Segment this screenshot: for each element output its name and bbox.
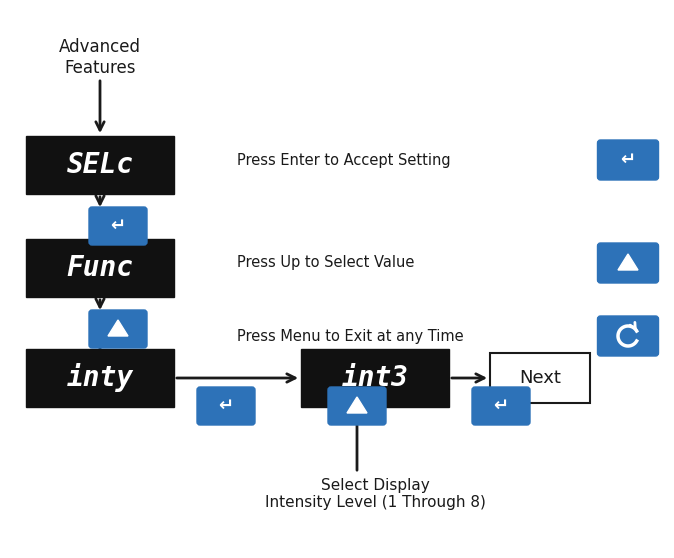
FancyBboxPatch shape (597, 316, 658, 356)
Text: ↵: ↵ (493, 397, 509, 415)
FancyBboxPatch shape (89, 310, 147, 348)
Polygon shape (347, 397, 367, 413)
Text: Press Up to Select Value: Press Up to Select Value (237, 256, 415, 271)
Text: inty: inty (67, 363, 133, 392)
FancyBboxPatch shape (490, 353, 590, 403)
FancyBboxPatch shape (197, 387, 255, 425)
Text: Select Display
Intensity Level (1 Through 8): Select Display Intensity Level (1 Throug… (265, 478, 485, 511)
Text: Next: Next (519, 369, 561, 387)
FancyBboxPatch shape (89, 207, 147, 245)
Text: SELc: SELc (67, 151, 133, 179)
Text: Press Enter to Accept Setting: Press Enter to Accept Setting (237, 152, 451, 167)
FancyBboxPatch shape (26, 349, 174, 407)
Text: ↵: ↵ (621, 151, 636, 169)
Text: Advanced
Features: Advanced Features (59, 38, 141, 77)
FancyBboxPatch shape (26, 136, 174, 194)
FancyBboxPatch shape (301, 349, 449, 407)
Text: int3: int3 (342, 364, 408, 392)
FancyBboxPatch shape (472, 387, 530, 425)
Text: ↵: ↵ (111, 217, 125, 235)
FancyBboxPatch shape (597, 140, 658, 180)
Polygon shape (108, 320, 128, 336)
FancyBboxPatch shape (26, 239, 174, 297)
FancyBboxPatch shape (597, 243, 658, 283)
Text: Func: Func (67, 254, 133, 282)
Text: Press Menu to Exit at any Time: Press Menu to Exit at any Time (237, 329, 464, 344)
Text: ↵: ↵ (218, 397, 234, 415)
FancyBboxPatch shape (328, 387, 386, 425)
Polygon shape (618, 254, 638, 270)
